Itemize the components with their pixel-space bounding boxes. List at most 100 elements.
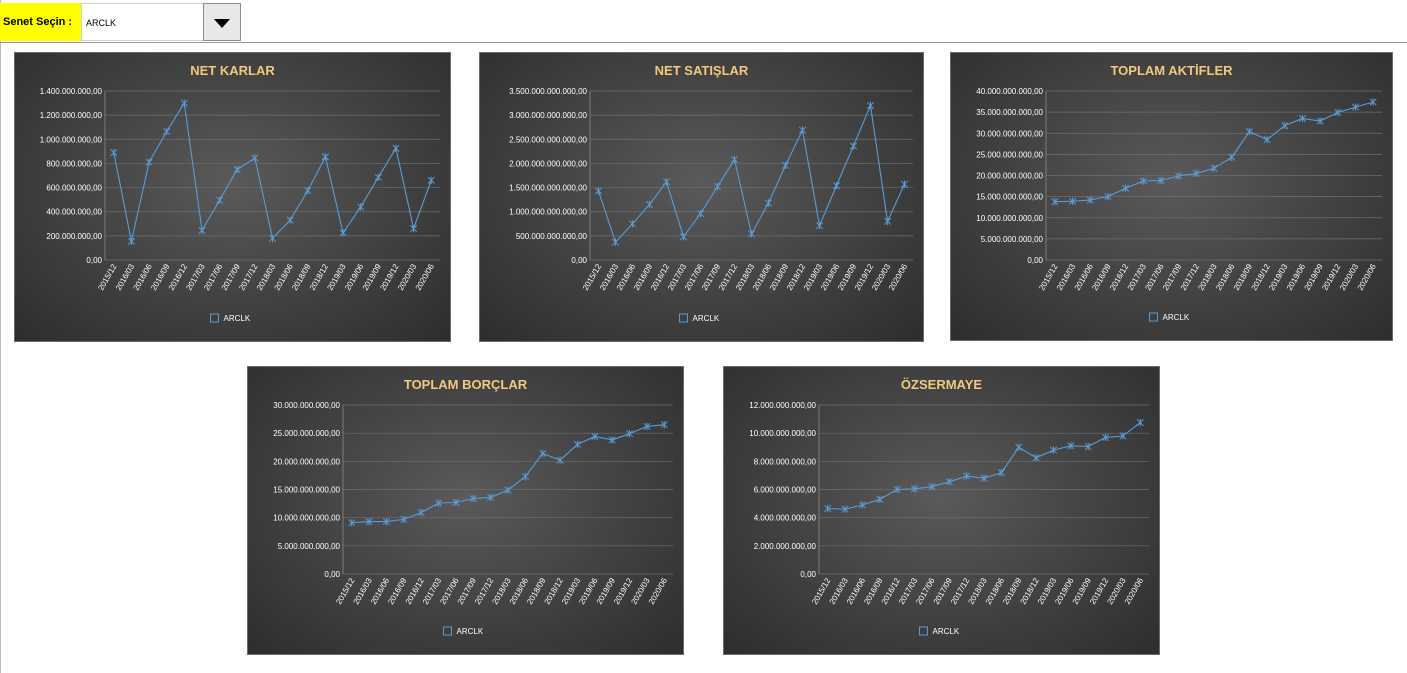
data-point-marker[interactable]	[747, 230, 756, 238]
data-point-marker[interactable]	[1192, 169, 1200, 178]
data-point-marker[interactable]	[643, 422, 651, 431]
data-point-marker[interactable]	[339, 229, 347, 237]
data-point-marker[interactable]	[382, 517, 390, 526]
data-point-marker[interactable]	[504, 486, 512, 494]
chart-toplam-borclar[interactable]: TOPLAM BORÇLAR 0,00 5.000.000.000,00 10.000…	[247, 366, 684, 655]
chart-ozsermaye[interactable]: ÖZSERMAYE 0,00 2.000.000.000,00 4.000.000.0…	[723, 366, 1160, 655]
data-point-marker[interactable]	[145, 158, 153, 166]
data-point-marker[interactable]	[487, 493, 495, 502]
chart-net-satislar[interactable]: NET SATIŞLAR 0,00 500.000.000.000,00 1.000.…	[479, 52, 924, 342]
data-point-marker[interactable]	[1281, 121, 1289, 130]
data-point-marker[interactable]	[832, 181, 841, 190]
data-point-marker[interactable]	[1084, 442, 1092, 451]
data-point-marker[interactable]	[679, 233, 688, 241]
stock-select-value[interactable]: ARCLK	[81, 3, 203, 41]
data-point-marker[interactable]	[1316, 117, 1324, 125]
data-point-marker[interactable]	[1139, 177, 1147, 185]
data-point-marker[interactable]	[198, 226, 206, 235]
data-point-marker[interactable]	[286, 216, 294, 224]
data-point-marker[interactable]	[180, 99, 188, 107]
data-point-marker[interactable]	[1015, 443, 1023, 451]
data-point-marker[interactable]	[764, 199, 773, 207]
data-point-marker[interactable]	[374, 173, 382, 182]
data-point-marker[interactable]	[591, 432, 599, 441]
data-point-marker[interactable]	[1049, 446, 1058, 454]
data-point-marker[interactable]	[1228, 153, 1236, 162]
data-point-marker[interactable]	[1104, 192, 1112, 201]
data-point-marker[interactable]	[645, 200, 654, 209]
data-point-marker[interactable]	[608, 436, 616, 444]
data-point-marker[interactable]	[798, 126, 807, 134]
data-point-marker[interactable]	[696, 209, 705, 218]
stock-select-dropdown-button[interactable]	[203, 3, 241, 41]
data-point-marker[interactable]	[1245, 127, 1253, 136]
data-point-marker[interactable]	[660, 421, 668, 429]
data-point-marker[interactable]	[163, 127, 171, 136]
data-point-marker[interactable]	[626, 430, 634, 438]
data-point-marker[interactable]	[611, 238, 620, 246]
data-point-marker[interactable]	[409, 224, 418, 233]
data-point-marker[interactable]	[1102, 433, 1110, 442]
data-point-marker[interactable]	[1351, 103, 1360, 111]
data-point-marker[interactable]	[251, 154, 259, 162]
data-point-marker[interactable]	[1067, 442, 1075, 450]
data-point-marker[interactable]	[900, 180, 909, 188]
data-point-marker[interactable]	[400, 515, 408, 524]
data-point-marker[interactable]	[815, 222, 824, 230]
data-point-marker[interactable]	[1051, 197, 1059, 206]
data-point-marker[interactable]	[392, 144, 400, 153]
data-point-marker[interactable]	[452, 498, 460, 507]
data-point-marker[interactable]	[945, 478, 953, 486]
data-point-marker[interactable]	[216, 196, 224, 204]
data-point-marker[interactable]	[910, 485, 919, 493]
data-point-marker[interactable]	[365, 517, 373, 526]
data-point-marker[interactable]	[1068, 197, 1077, 205]
data-point-marker[interactable]	[556, 456, 564, 464]
data-point-marker[interactable]	[357, 203, 365, 211]
data-point-marker[interactable]	[1334, 108, 1342, 117]
data-point-marker[interactable]	[1136, 418, 1144, 427]
data-point-marker[interactable]	[1122, 184, 1130, 192]
data-point-marker[interactable]	[713, 182, 722, 191]
data-point-marker[interactable]	[321, 153, 329, 161]
data-point-marker[interactable]	[824, 504, 832, 513]
data-point-marker[interactable]	[963, 472, 971, 480]
data-point-marker[interactable]	[594, 187, 603, 195]
data-point-marker[interactable]	[893, 485, 901, 494]
data-point-marker[interactable]	[1032, 454, 1040, 462]
data-point-marker[interactable]	[110, 148, 118, 157]
data-point-marker[interactable]	[876, 495, 884, 504]
data-point-marker[interactable]	[662, 178, 671, 186]
data-point-marker[interactable]	[539, 449, 547, 458]
data-point-marker[interactable]	[521, 472, 529, 481]
data-point-marker[interactable]	[1119, 432, 1127, 440]
data-point-marker[interactable]	[997, 468, 1005, 477]
data-point-marker[interactable]	[1086, 196, 1094, 204]
data-point-marker[interactable]	[417, 508, 425, 517]
data-point-marker[interactable]	[866, 101, 875, 110]
data-point-marker[interactable]	[348, 519, 356, 527]
data-point-marker[interactable]	[233, 165, 241, 174]
data-point-marker[interactable]	[1157, 176, 1165, 185]
data-point-marker[interactable]	[841, 505, 849, 513]
chart-net-karlar[interactable]: NET KARLAR 0,00 200.000.000,00 400.000.000,…	[14, 52, 451, 342]
data-point-marker[interactable]	[1210, 164, 1218, 173]
data-point-marker[interactable]	[980, 474, 988, 482]
data-point-marker[interactable]	[730, 155, 739, 164]
data-point-marker[interactable]	[434, 499, 443, 507]
data-point-marker[interactable]	[858, 501, 866, 509]
data-point-marker[interactable]	[849, 142, 858, 150]
chart-toplam-aktifler[interactable]: TOPLAM AKTİFLER 0,00 5.000.000.000,00 10.00…	[950, 52, 1393, 341]
data-point-marker[interactable]	[268, 234, 277, 242]
data-point-marker[interactable]	[1298, 114, 1306, 123]
data-point-marker[interactable]	[928, 482, 936, 491]
data-point-marker[interactable]	[1263, 135, 1271, 144]
data-point-marker[interactable]	[1175, 172, 1183, 180]
data-point-marker[interactable]	[573, 440, 582, 449]
data-point-marker[interactable]	[127, 237, 136, 245]
data-point-marker[interactable]	[1369, 98, 1377, 106]
data-point-marker[interactable]	[427, 176, 435, 185]
data-point-marker[interactable]	[781, 161, 790, 170]
data-point-marker[interactable]	[469, 494, 477, 503]
data-point-marker[interactable]	[628, 220, 637, 228]
